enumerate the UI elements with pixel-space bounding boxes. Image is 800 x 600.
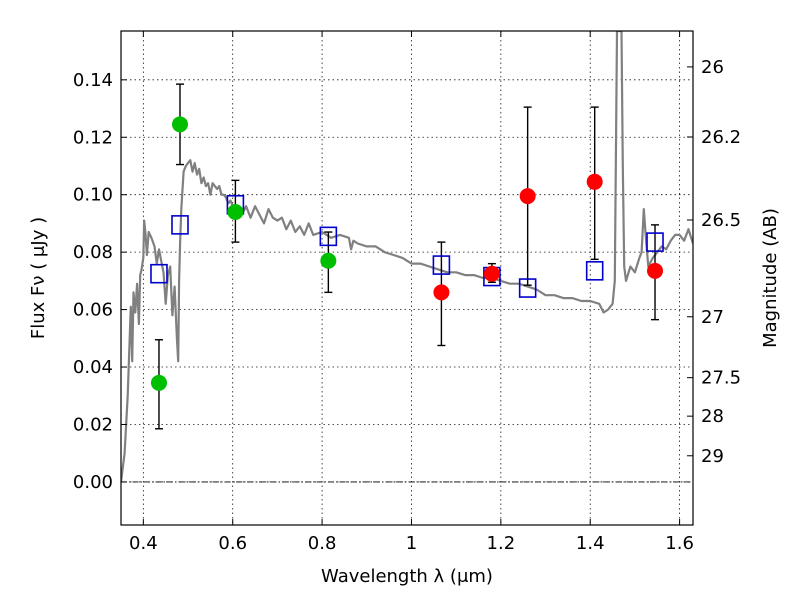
green-data-point — [150, 374, 167, 391]
right-axis-ticks: 26 26.2 26.5 27 27.5 28 29 — [687, 57, 741, 467]
x-tick-label: 0.6 — [218, 533, 247, 554]
right-axis-label: Magnitude (AB) — [760, 208, 781, 348]
model-magnitude-square — [585, 261, 604, 281]
spectrum-series — [121, 31, 693, 483]
red-data-point — [483, 265, 500, 282]
green-data-point — [171, 116, 188, 133]
model-magnitude-square — [171, 215, 189, 235]
x-tick-label: 1.2 — [487, 533, 516, 554]
x-tick-label: 1.4 — [576, 533, 605, 554]
right-tick-label: 26.2 — [701, 127, 741, 148]
model-magnitude-square — [319, 226, 338, 247]
model-magnitude-square — [518, 278, 537, 298]
right-tick-label: 27.5 — [701, 368, 741, 389]
x-tick-label: 0.8 — [308, 533, 337, 554]
right-tick-label: 26 — [701, 57, 724, 78]
right-tick-label: 26.5 — [701, 210, 741, 231]
x-tick-label: 0.4 — [129, 533, 158, 554]
markers — [150, 116, 664, 391]
y-tick-label: 0.06 — [73, 300, 113, 321]
model-magnitude-square — [150, 263, 168, 284]
y-tick-label: 0.10 — [73, 185, 113, 206]
y-tick-label: 0.12 — [73, 127, 113, 148]
right-tick-label: 28 — [701, 406, 724, 427]
model-magnitude-square — [646, 232, 664, 252]
y-tick-label: 0.08 — [73, 242, 113, 263]
red-data-point — [433, 284, 450, 301]
x-tick-label: 1.6 — [665, 533, 694, 554]
y-tick-label: 0.14 — [73, 70, 113, 91]
y-axis-label: Flux Fν ( μJy ) — [28, 217, 49, 339]
right-tick-label: 27 — [701, 307, 724, 328]
y-axis-ticks: 0.00 0.02 0.04 0.06 0.08 0.10 0.12 0.14 — [73, 70, 127, 493]
red-data-point — [586, 173, 603, 190]
x-tick-label: 1 — [406, 533, 417, 554]
x-axis-label: Wavelength λ (μm) — [321, 566, 493, 587]
spectrum-line — [121, 31, 693, 483]
green-data-point — [320, 252, 337, 269]
y-tick-label: 0.04 — [73, 357, 113, 378]
y-tick-label: 0.02 — [73, 414, 113, 435]
red-data-point — [647, 262, 664, 279]
green-data-point — [227, 203, 244, 220]
right-tick-label: 29 — [701, 446, 724, 467]
plot-frame — [120, 30, 694, 526]
x-axis-ticks: 0.4 0.6 0.8 1 1.2 1.4 1.6 — [129, 31, 694, 554]
model-magnitude-square — [432, 255, 451, 275]
y-tick-label: 0.00 — [73, 472, 113, 493]
red-data-point — [519, 188, 536, 205]
